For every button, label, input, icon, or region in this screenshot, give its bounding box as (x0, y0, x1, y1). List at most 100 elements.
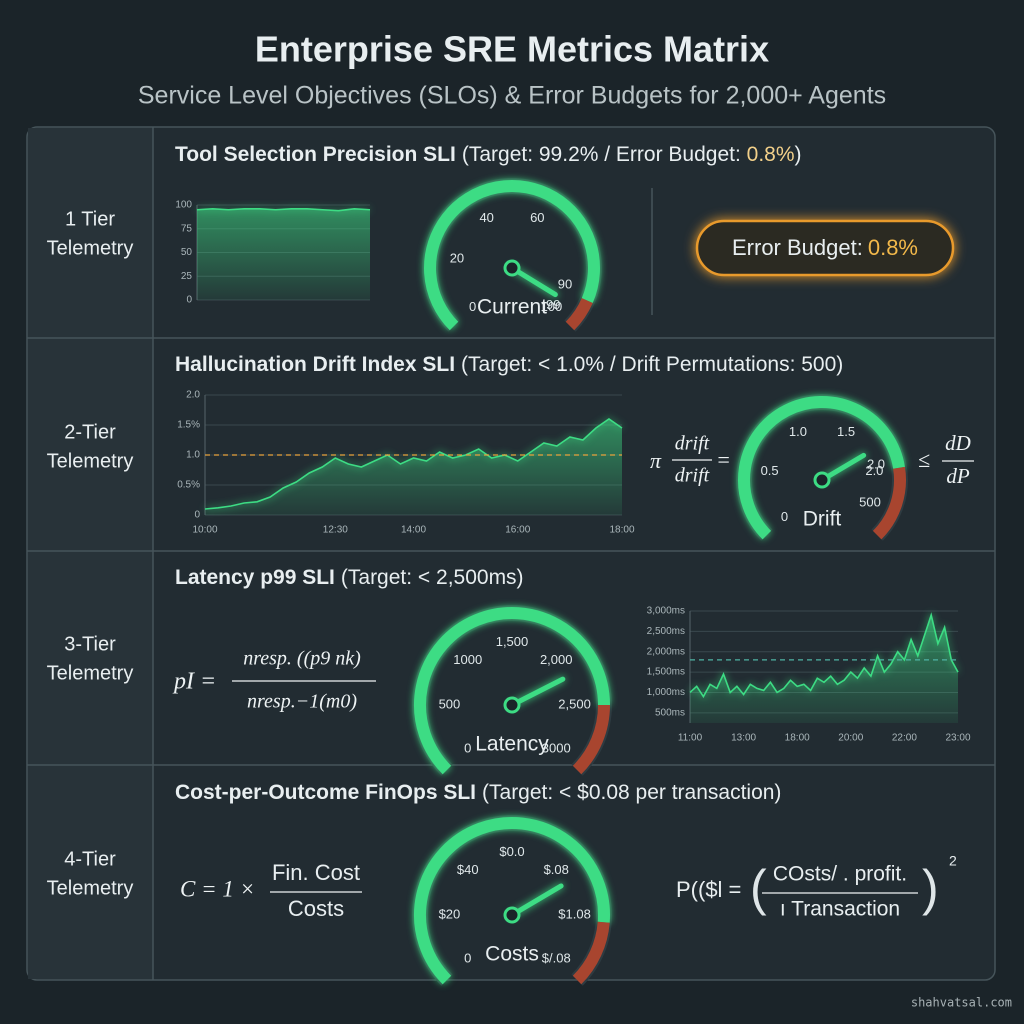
gauge-inner-label: 500 (859, 494, 881, 509)
x-tick-label: 11:00 (678, 733, 703, 744)
x-tick-label: 12:30 (323, 525, 348, 536)
gauge-tick-label: 100 (541, 299, 563, 314)
gauge-tick-label: 20 (450, 251, 464, 266)
x-tick-label: 18:00 (609, 525, 634, 536)
x-tick-label: 18:00 (785, 733, 810, 744)
gauge-tick-label: 0.5 (761, 463, 779, 478)
row-heading: Cost-per-Outcome FinOps SLI (Target: < $0… (175, 781, 781, 804)
y-tick-label: 2.0 (186, 390, 200, 401)
gauge-tick-label: 1.0 (789, 424, 807, 439)
formula: drift (675, 433, 710, 455)
heading-name: Tool Selection Precision SLI (175, 143, 456, 166)
y-tick-label: 3,000ms (647, 606, 685, 617)
gauge-tick-label: 0 (464, 741, 471, 756)
formula: drift (675, 465, 710, 487)
line (689, 612, 959, 699)
gauge-tick-label: 1000 (453, 652, 482, 667)
formula: = (716, 447, 731, 472)
tier-label: 3-Tier (64, 633, 116, 655)
formula: P(($l = (676, 877, 741, 902)
y-tick-label: 0.5% (177, 480, 200, 491)
line (196, 207, 371, 212)
x-tick-label: 23:00 (945, 733, 970, 744)
gauge-label: Costs (485, 943, 539, 966)
gauge-arc (424, 180, 600, 331)
gauge-tick-label: 60 (530, 210, 544, 225)
tier-label: Telemetry (47, 450, 134, 472)
y-tick-label: 1.0 (186, 450, 200, 461)
tier-label: 4-Tier (64, 848, 116, 870)
gauge-hub (813, 471, 831, 489)
title: Enterprise SRE Metrics Matrix (255, 29, 769, 70)
tier-label: 2-Tier (64, 421, 116, 443)
heading-name: Hallucination Drift Index SLI (175, 353, 455, 376)
formula: ı Transaction (780, 898, 900, 921)
badge-text: Error Budget: 0.8% (732, 235, 918, 260)
gauge-label: Current (477, 296, 547, 319)
gauge-label: Latency (475, 733, 549, 756)
gauge-tick-label: $/.08 (542, 951, 571, 966)
y-tick-label: 500ms (655, 707, 685, 718)
x-tick-label: 22:00 (892, 733, 917, 744)
heading-name: Latency p99 SLI (175, 566, 335, 589)
formula: π (650, 448, 662, 473)
x-tick-label: 16:00 (505, 525, 530, 536)
heading-target: (Target: < $0.08 per transaction) (482, 781, 781, 804)
formula: dP (946, 464, 970, 488)
gauge-needle (509, 883, 564, 918)
formula: ≤ (918, 447, 930, 472)
formula: ( (750, 860, 767, 916)
heading-target: (Target: 99.2% / Error Budget: (462, 143, 747, 166)
gauge-zone (572, 704, 610, 775)
formula: dD (945, 431, 971, 455)
tier-column (28, 128, 153, 979)
gauge-tick-label: $20 (439, 906, 461, 921)
gauge-tick-label: $40 (457, 862, 479, 877)
formula: nresp.−1(m0) (247, 691, 357, 713)
tier-label: 1 Tier (65, 208, 115, 230)
gauge-tick-label: 90 (558, 277, 572, 292)
gauge-hub (503, 906, 521, 924)
error-budget-badge (695, 219, 955, 277)
gauge-tick-label: 500 (439, 696, 461, 711)
y-tick-label: 75 (181, 223, 193, 234)
heading-target: (Target: < 1.0% / Drift Permutations: 50… (461, 353, 843, 376)
y-tick-label: 1,000ms (647, 687, 685, 698)
gauge-tick-label: 1.5 (837, 424, 855, 439)
x-tick-label: 14:00 (401, 525, 426, 536)
x-tick-label: 20:00 (838, 733, 863, 744)
gauge-needle (509, 676, 566, 708)
panel (26, 126, 996, 981)
gauge-tick-label: 0 (464, 951, 471, 966)
gauge-zone (565, 298, 593, 331)
gauge-tick-label: $0.0 (499, 844, 524, 859)
tier-label: Telemetry (47, 662, 134, 684)
y-tick-label: 2,500ms (647, 626, 685, 637)
formula: nresp. ((p9 nk) (243, 648, 361, 670)
gauge-zone (872, 466, 906, 540)
formula: pI = (172, 669, 216, 695)
formula: C = 1 × (180, 876, 255, 901)
y-tick-label: 0 (186, 295, 192, 306)
gauge-hub (503, 696, 521, 714)
gauge-tick-label: 2,500 (558, 696, 591, 711)
gauge-inner-label: 2.0 (867, 456, 885, 471)
y-tick-label: 100 (175, 200, 192, 211)
gauge-tick-label: 0 (469, 299, 476, 314)
y-tick-label: 0 (194, 510, 200, 521)
y-tick-label: 50 (181, 247, 193, 258)
row-heading: Tool Selection Precision SLI (Target: 99.… (175, 143, 802, 166)
y-tick-label: 1.5% (177, 420, 200, 431)
y-tick-label: 25 (181, 271, 193, 282)
formula: Costs (288, 896, 344, 921)
x-tick-label: 10:00 (192, 525, 217, 536)
gauge-tick-label: 2.0 (865, 463, 883, 478)
watermark: shahvatsal.com (911, 996, 1012, 1010)
row-heading: Hallucination Drift Index SLI (Target: < … (175, 353, 843, 376)
y-tick-label: 1,500ms (647, 667, 685, 678)
gauge-tick-label: 3000 (542, 741, 571, 756)
gauge-arc (738, 396, 905, 540)
gauge-hub (503, 259, 521, 277)
gauge-arc (414, 817, 610, 985)
